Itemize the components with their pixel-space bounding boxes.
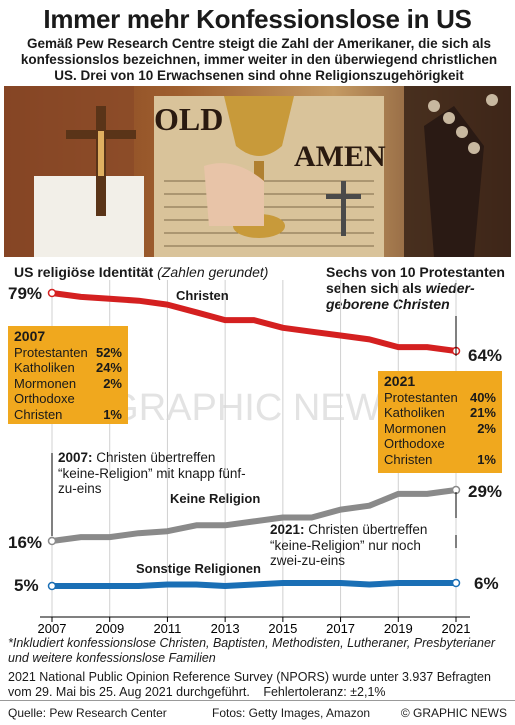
chart-header-italic: (Zahlen gerundet) (157, 264, 269, 280)
box-2021-label: Christen (384, 451, 433, 467)
box-2021-value: 2% (477, 420, 496, 436)
brand: © GRAPHIC NEWS (400, 706, 507, 720)
subtitle: Gemäß Pew Research Centre steigt die Zah… (20, 36, 498, 83)
x-tick-label: 2015 (268, 621, 297, 636)
series-endpoint (47, 581, 57, 591)
series-line-1 (49, 487, 459, 544)
sonstige-end-pct: 6% (474, 574, 499, 593)
box-2007-row: Protestanten 52% (14, 345, 122, 361)
box-2021-row: Orthodoxe (384, 436, 496, 452)
box-2021-row: Mormonen 2% (384, 421, 496, 437)
box-2021-value: 1% (477, 451, 496, 467)
robe (34, 176, 144, 257)
chart-header-bold: US religiöse Identität (14, 264, 154, 280)
footer: Quelle: Pew Research Center Fotos: Getty… (0, 700, 515, 725)
box-2021-value (467, 436, 496, 452)
protestant-note-italic: wieder-geborene Christen (326, 280, 475, 312)
survey-text: 2021 National Public Opinion Reference S… (8, 670, 491, 699)
box-2007-value: 2% (103, 375, 122, 391)
series-endpoint (47, 288, 57, 298)
watermark: GRAPHIC NEWS (109, 387, 407, 429)
source: Quelle: Pew Research Center (8, 706, 167, 720)
x-tick-label: 2013 (211, 621, 240, 636)
sonstige-start-pct: 5% (14, 576, 39, 595)
series-line-0 (49, 290, 459, 354)
photo-text-old: OLD (154, 101, 223, 137)
box-2021-row: Christen 1% (384, 452, 496, 468)
box-2007-label: Katholiken (14, 360, 75, 375)
box-2021-value: 21% (469, 405, 496, 420)
box-2007: 2007 Protestanten 52% Katholiken 24% Mormo… (8, 326, 128, 424)
box-2007-value: 24% (95, 360, 122, 375)
x-tick-label: 2019 (384, 621, 413, 636)
x-tick-label: 2011 (153, 621, 181, 636)
chart-header: US religiöse Identität (Zahlen gerundet) (14, 264, 268, 280)
box-2007-year: 2007 (14, 328, 46, 344)
line-chart: GRAPHIC NEWS 2007 2009 2011 2013 2015 2017 201… (38, 280, 471, 636)
box-2021: 2021 Protestanten 40% Katholiken 21% Mormo… (378, 371, 502, 473)
annotation-2021-text: Christen übertreffen “keine-Religion” nu… (270, 522, 428, 568)
x-tick-label: 2007 (38, 621, 67, 636)
box-2021-year: 2021 (384, 373, 416, 389)
keine-start-pct: 16% (8, 533, 43, 552)
beads (428, 94, 498, 154)
survey-note: 2021 National Public Opinion Reference S… (8, 670, 508, 700)
photo-credits: Fotos: Getty Images, Amazon (212, 706, 371, 720)
footnote: *Inkludiert konfessionslose Christen, Ba… (8, 636, 496, 665)
label-christen: Christen (176, 288, 229, 303)
box-2021-value: 40% (469, 389, 496, 405)
box-2021-table: Protestanten 40% Katholiken 21% Mormonen 2%… (384, 390, 496, 468)
box-2007-row: Mormonen 2% (14, 376, 122, 392)
page-title: Immer mehr Konfessionslose in US (43, 4, 472, 34)
box-2021-label: Katholiken (384, 405, 445, 420)
box-2007-row: Orthodoxe (14, 391, 122, 407)
keine-end-pct: 29% (468, 482, 503, 501)
crucifix-icon (66, 106, 136, 216)
box-2007-row: Christen 1% (14, 407, 122, 423)
series-endpoint (47, 536, 57, 546)
header-photo: OLD AMEN (4, 86, 511, 257)
error-margin: Fehlertoleranz: ±2,1% (263, 685, 386, 699)
box-2021-label: Protestanten (384, 389, 458, 405)
box-2007-label: Protestanten (14, 344, 88, 360)
box-2007-row: Katholiken 24% (14, 360, 122, 376)
box-2021-row: Katholiken 21% (384, 405, 496, 421)
x-tick-labels: 2007 2009 2011 2013 2015 2017 2019 2021 (38, 617, 471, 636)
box-2007-value (94, 391, 122, 407)
annotation-2021: 2021: Christen übertreffen “keine-Religi… (270, 522, 450, 569)
label-keine-religion: Keine Religion (170, 491, 261, 506)
annotation-2007-text: Christen übertreffen “keine-Religion” mi… (58, 450, 246, 496)
box-2021-label: Orthodoxe (384, 436, 445, 451)
box-2007-value: 52% (95, 344, 122, 360)
annotation-2007: 2007: Christen übertreffen “keine-Religi… (58, 450, 258, 497)
photo-collage: OLD AMEN (4, 86, 511, 257)
christen-end-pct: 64% (468, 346, 503, 365)
box-2007-label: Orthodoxe (14, 391, 75, 406)
box-2007-label: Christen (14, 406, 63, 422)
series-line-2 (49, 580, 459, 589)
box-2007-label: Mormonen (14, 375, 77, 391)
box-2007-value: 1% (103, 406, 122, 422)
praying-hands (424, 106, 484, 257)
christen-start-pct: 79% (8, 284, 43, 303)
hand (204, 163, 264, 226)
label-sonstige: Sonstige Religionen (136, 561, 261, 576)
series-lines (47, 288, 461, 591)
rosary-cross-icon (326, 181, 361, 236)
series-endpoint (451, 578, 461, 588)
x-tick-label: 2021 (442, 621, 471, 636)
photo-text-amen: AMEN (294, 140, 386, 173)
annotation-2007-year: 2007: (58, 450, 93, 465)
x-tick-label: 2017 (326, 621, 355, 636)
box-2021-label: Mormonen (384, 420, 447, 436)
annotation-2021-year: 2021: (270, 522, 305, 537)
box-2007-table: Protestanten 52% Katholiken 24% Mormonen 2%… (14, 345, 122, 423)
box-2021-row: Protestanten 40% (384, 390, 496, 406)
x-tick-label: 2009 (95, 621, 124, 636)
